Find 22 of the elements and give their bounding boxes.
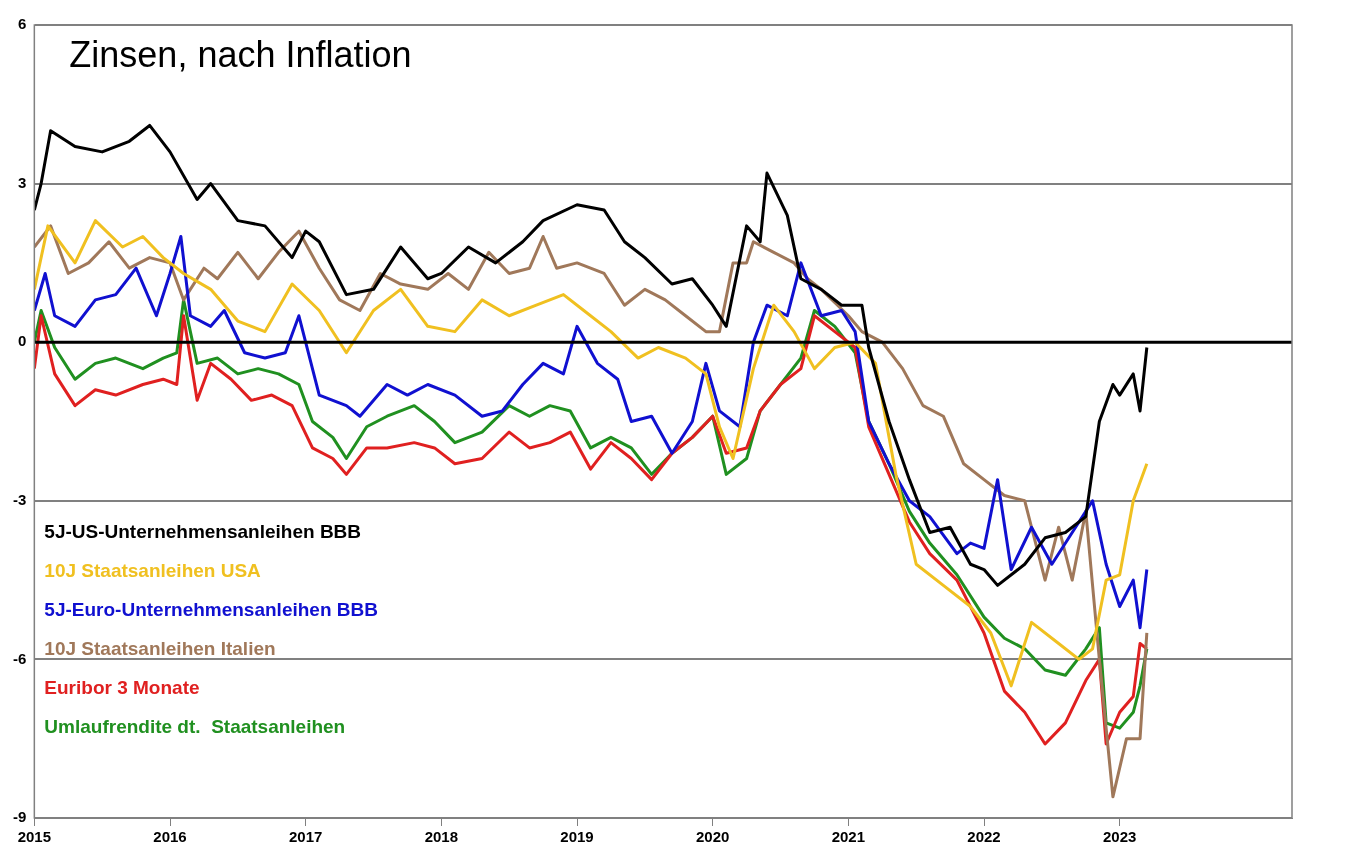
x-tick-label: 2015 — [17, 828, 52, 846]
text: Umlaufrendite dt. Staatsanleihen — [44, 716, 346, 738]
x-tick-label: 2016 — [153, 828, 187, 846]
x-tick-label: 2017 — [288, 828, 323, 846]
x-tick-label: 2022 — [967, 828, 1001, 846]
y-tick-label: -6 — [12, 649, 27, 667]
x-tick-label: 2019 — [560, 828, 594, 846]
y-tick-label: 6 — [17, 15, 27, 33]
text: 10J Staatsanleihen USA — [44, 560, 262, 582]
text: 5J-US-Unternehmensanleihen BBB — [44, 521, 362, 543]
x-tick-label: 2021 — [831, 828, 866, 846]
text: 5J-Euro-Unternehmensanleihen BBB — [44, 599, 378, 621]
y-tick-label: -9 — [12, 808, 27, 826]
text: Euribor 3 Monate — [44, 677, 200, 699]
y-tick-label: 3 — [17, 173, 27, 191]
y-tick-label: -3 — [12, 490, 27, 508]
x-tick-label: 2023 — [1103, 828, 1137, 846]
chart-title: Zinsen, nach Inflation — [69, 33, 412, 75]
x-tick-label: 2018 — [424, 828, 459, 846]
y-tick-label: 0 — [17, 332, 27, 350]
text: 10J Staatsanleihen Italien — [44, 638, 276, 660]
x-tick-label: 2020 — [696, 828, 730, 846]
